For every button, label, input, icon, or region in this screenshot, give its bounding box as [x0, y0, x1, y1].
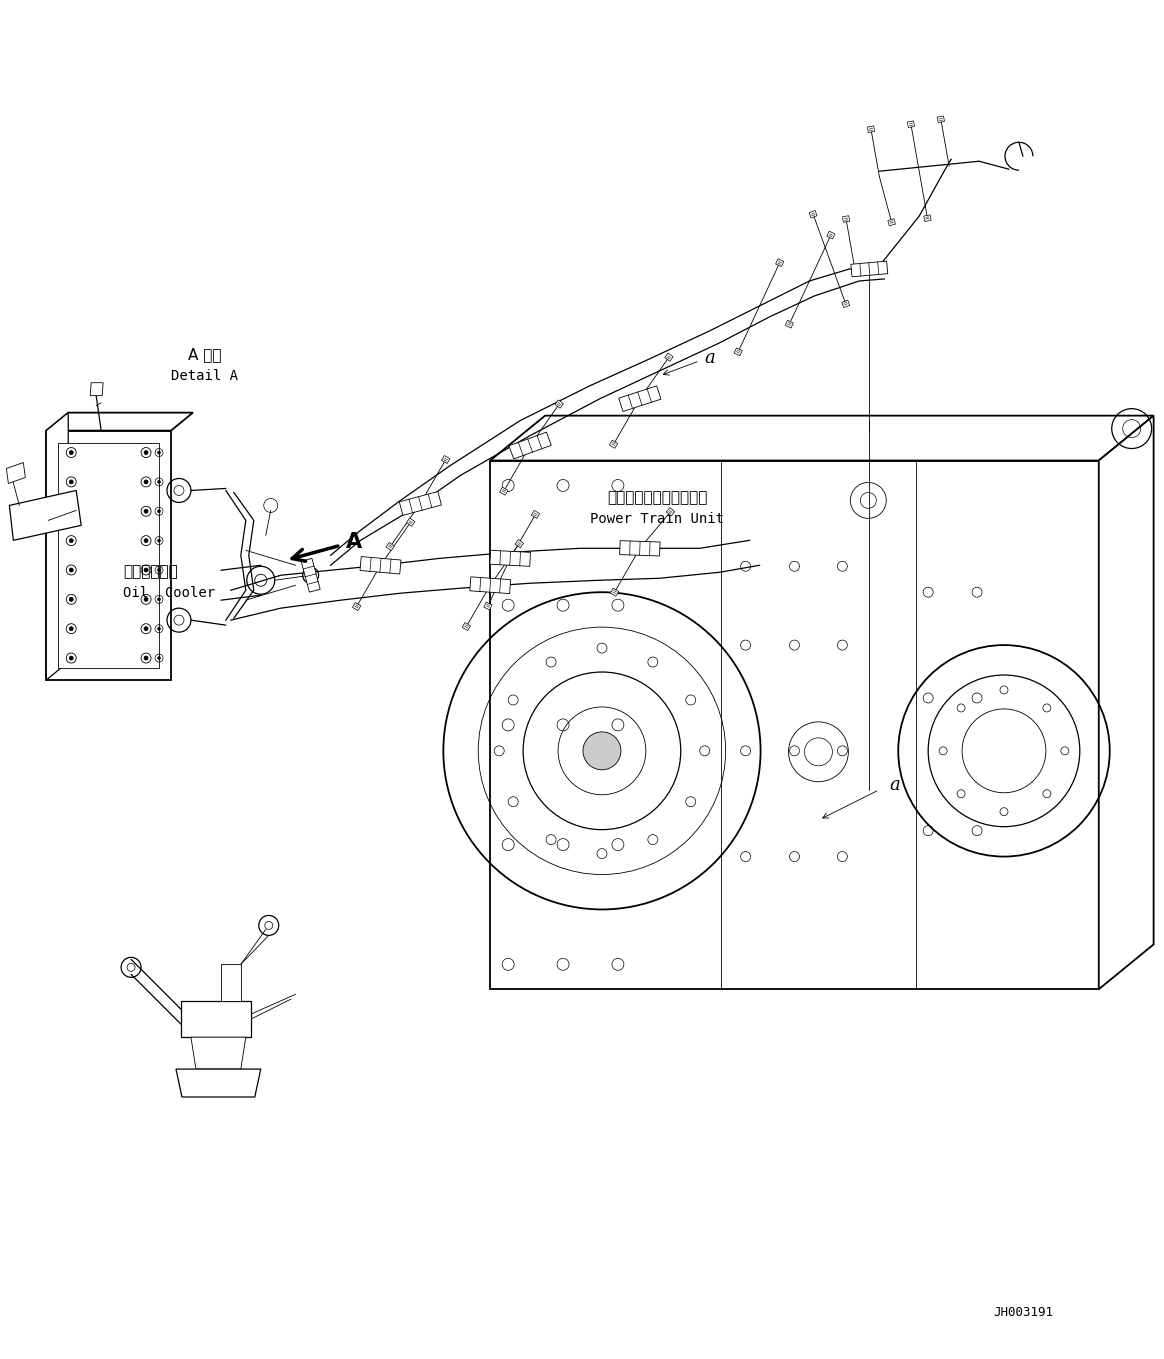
Polygon shape — [301, 559, 320, 593]
Circle shape — [157, 656, 161, 659]
Polygon shape — [826, 231, 835, 239]
Circle shape — [144, 656, 148, 660]
Polygon shape — [221, 965, 241, 1002]
Polygon shape — [180, 1002, 250, 1037]
Text: a: a — [704, 349, 716, 367]
Polygon shape — [610, 588, 619, 597]
Polygon shape — [843, 216, 850, 223]
Circle shape — [144, 480, 148, 484]
Polygon shape — [842, 300, 850, 307]
Circle shape — [144, 568, 148, 572]
Circle shape — [157, 451, 161, 454]
Polygon shape — [47, 431, 171, 680]
Circle shape — [157, 480, 161, 484]
Polygon shape — [9, 491, 81, 541]
Polygon shape — [360, 557, 400, 573]
Polygon shape — [867, 126, 874, 133]
Circle shape — [69, 598, 73, 601]
Circle shape — [69, 451, 73, 454]
Circle shape — [144, 626, 148, 631]
Circle shape — [69, 480, 73, 484]
Circle shape — [69, 538, 73, 542]
Circle shape — [144, 598, 148, 601]
Circle shape — [69, 568, 73, 572]
Polygon shape — [531, 511, 540, 518]
Circle shape — [583, 733, 620, 769]
Text: オイルクーラ: オイルクーラ — [123, 564, 178, 579]
Polygon shape — [619, 541, 660, 556]
Polygon shape — [386, 542, 395, 550]
Polygon shape — [851, 261, 888, 277]
Polygon shape — [786, 321, 794, 328]
Polygon shape — [665, 353, 673, 361]
Polygon shape — [484, 602, 492, 610]
Polygon shape — [555, 400, 563, 408]
Circle shape — [157, 568, 161, 572]
Polygon shape — [734, 348, 743, 356]
Text: Oil  Cooler: Oil Cooler — [123, 586, 215, 601]
Text: a: a — [889, 776, 900, 794]
Polygon shape — [6, 462, 26, 484]
Circle shape — [144, 451, 148, 454]
Circle shape — [157, 510, 161, 512]
Text: A 詳細: A 詳細 — [187, 348, 221, 363]
Polygon shape — [490, 416, 1154, 461]
Text: Detail A: Detail A — [171, 370, 239, 383]
Polygon shape — [499, 487, 508, 495]
Polygon shape — [441, 455, 450, 463]
Polygon shape — [490, 550, 531, 567]
Text: JH003191: JH003191 — [993, 1306, 1053, 1320]
Text: A: A — [346, 533, 362, 552]
Polygon shape — [775, 258, 783, 266]
Polygon shape — [924, 215, 931, 222]
Polygon shape — [516, 540, 524, 548]
Polygon shape — [58, 443, 159, 669]
Polygon shape — [619, 386, 661, 412]
Polygon shape — [809, 211, 817, 217]
Polygon shape — [1099, 416, 1154, 989]
Polygon shape — [399, 492, 441, 515]
Polygon shape — [666, 508, 675, 516]
Polygon shape — [462, 622, 470, 631]
Text: パワートレインユニット: パワートレインユニット — [608, 489, 708, 504]
Polygon shape — [191, 1037, 246, 1070]
Circle shape — [144, 538, 148, 542]
Polygon shape — [176, 1070, 261, 1097]
Polygon shape — [470, 576, 511, 594]
Polygon shape — [47, 413, 193, 431]
Polygon shape — [907, 121, 915, 128]
Circle shape — [157, 598, 161, 601]
Circle shape — [69, 626, 73, 631]
Polygon shape — [490, 461, 1099, 989]
Polygon shape — [406, 518, 414, 526]
Polygon shape — [610, 440, 618, 448]
Circle shape — [69, 656, 73, 660]
Text: Power Train Unit: Power Train Unit — [590, 511, 724, 526]
Circle shape — [144, 510, 148, 514]
Polygon shape — [47, 413, 69, 680]
Circle shape — [157, 540, 161, 542]
Polygon shape — [888, 219, 895, 226]
Polygon shape — [353, 602, 361, 610]
Circle shape — [69, 510, 73, 514]
Polygon shape — [509, 432, 552, 459]
Polygon shape — [937, 116, 944, 122]
Circle shape — [157, 628, 161, 631]
Polygon shape — [90, 383, 104, 395]
